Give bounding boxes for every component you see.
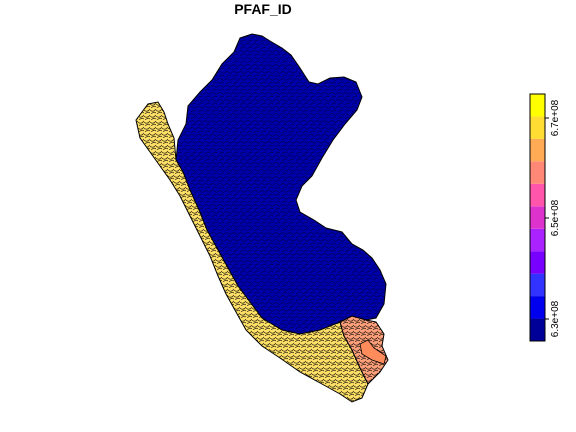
legend-tick-label: 6.3e+08 — [550, 300, 561, 337]
map-title: PFAF_ID — [234, 1, 292, 17]
legend-color-swatch — [530, 116, 545, 139]
legend-color-swatch — [530, 138, 545, 162]
legend-color-swatch — [530, 273, 545, 297]
legend-color-swatch — [530, 183, 545, 207]
legend-tick-label: 6.7e+08 — [550, 99, 561, 136]
amazon-basins-region — [175, 33, 387, 335]
lake-titicaca-basins-region — [339, 315, 389, 385]
legend-tick-label: 6.5e+08 — [550, 199, 561, 236]
amazon-basin-borders — [176, 34, 386, 334]
legend-color-swatch — [530, 206, 545, 229]
legend-color-swatch — [530, 296, 545, 319]
legend-color-swatch — [530, 161, 545, 184]
color-legend: 6.3e+08 6.5e+08 6.7e+08 — [529, 93, 561, 342]
legend-color-swatch — [530, 251, 545, 274]
coast-basin-borders — [136, 102, 368, 402]
legend-color-swatch — [530, 318, 545, 341]
lake-titicaca — [359, 339, 387, 365]
legend-color-swatch — [530, 94, 545, 117]
legend-color-swatch — [530, 228, 545, 252]
